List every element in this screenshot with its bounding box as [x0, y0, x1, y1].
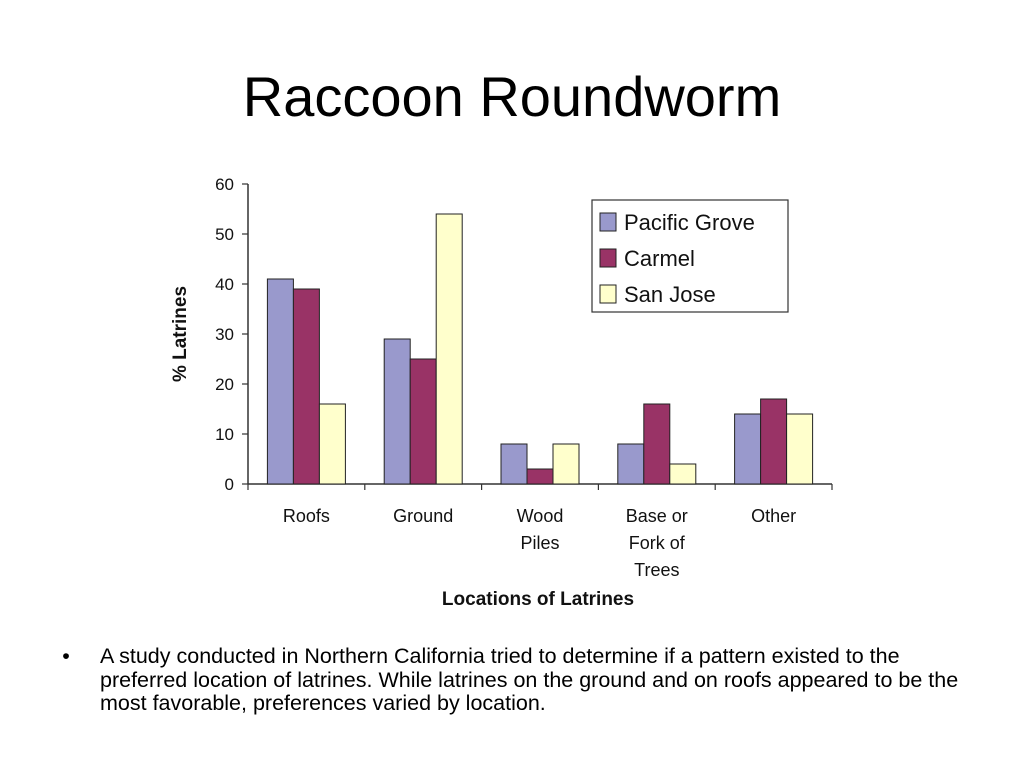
bar — [292, 288, 320, 485]
y-tick-label: 40 — [215, 275, 234, 294]
legend-label: Carmel — [624, 246, 695, 271]
bar — [760, 398, 788, 485]
bullet-marker: • — [62, 644, 70, 668]
y-tick-label: 20 — [215, 375, 234, 394]
legend-swatch — [599, 212, 617, 232]
bar — [669, 463, 697, 485]
legend-box — [591, 199, 789, 313]
y-axis-title: % Latrines — [170, 286, 191, 382]
legend-label: San Jose — [624, 282, 716, 307]
x-tick-label: Ground — [393, 506, 453, 526]
bar — [435, 213, 463, 485]
bar — [643, 403, 671, 485]
legend-swatch — [599, 248, 617, 268]
bar — [617, 443, 645, 485]
y-tick-label: 60 — [215, 175, 234, 194]
bar — [734, 413, 762, 485]
x-tick-label: Piles — [520, 533, 559, 553]
x-tick-label: Other — [751, 506, 796, 526]
bullet-text: A study conducted in Northern California… — [100, 644, 959, 715]
y-tick-label: 10 — [215, 425, 234, 444]
bar — [318, 403, 346, 485]
bar — [409, 358, 437, 485]
slide-title: Raccoon Roundworm — [242, 65, 782, 128]
bar — [383, 338, 411, 485]
y-tick-label: 50 — [215, 225, 234, 244]
x-tick-label: Fork of — [629, 533, 686, 553]
bullet-list: • A study conducted in Northern Californ… — [56, 644, 976, 716]
bar — [786, 413, 814, 485]
legend-swatch — [599, 284, 617, 304]
bar — [266, 278, 294, 485]
x-tick-label: Roofs — [283, 506, 330, 526]
x-axis-title: Locations of Latrines — [442, 589, 634, 610]
bullet-item: • A study conducted in Northern Californ… — [56, 644, 976, 716]
bar — [526, 468, 554, 485]
x-tick-label: Trees — [634, 560, 679, 580]
y-tick-label: 0 — [225, 475, 234, 494]
x-tick-label: Base or — [626, 506, 688, 526]
y-tick-label: 30 — [215, 325, 234, 344]
bar — [552, 443, 580, 485]
legend-label: Pacific Grove — [624, 210, 755, 235]
latrine-location-bar-chart: 0 10 20 30 40 50 60 Roofs Ground Wood Piles Base or… — [170, 175, 833, 610]
bar — [500, 443, 528, 485]
x-tick-label: Wood — [517, 506, 564, 526]
